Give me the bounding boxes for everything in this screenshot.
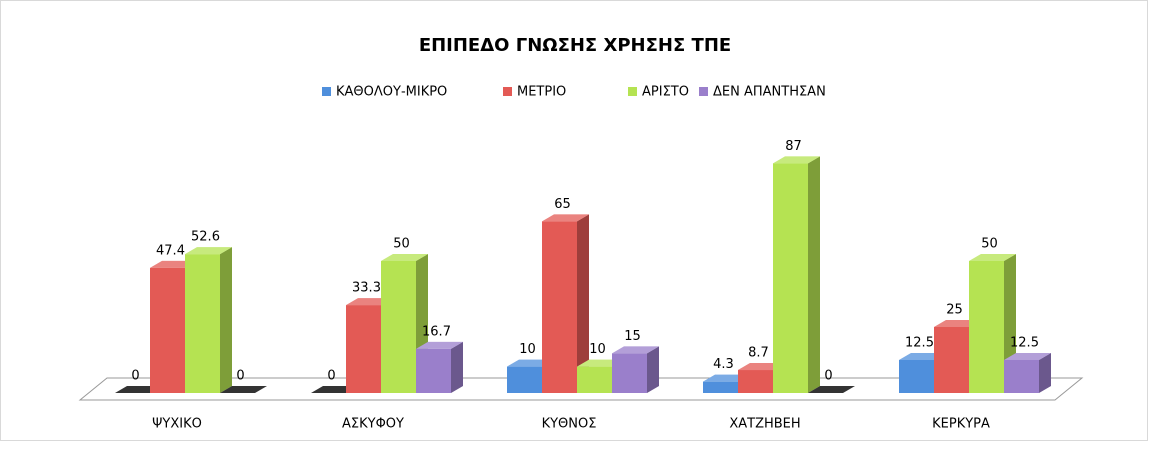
bar-face (150, 267, 185, 393)
data-label: 0 (824, 369, 832, 384)
bar-face (381, 254, 428, 261)
bar-face (542, 214, 589, 222)
data-label: 33.3 (352, 281, 381, 296)
bar-face (612, 353, 647, 393)
bar-face (381, 254, 428, 261)
bar (220, 386, 267, 393)
bar-face (969, 261, 1004, 393)
bar-face (185, 247, 232, 255)
data-label: 52.6 (191, 230, 220, 245)
data-label: 87 (785, 139, 802, 154)
x-tick-label: ΚΥΘΝΟΣ (542, 417, 597, 432)
bar-face (808, 386, 855, 393)
data-label: 65 (554, 197, 571, 212)
bar-face (346, 305, 381, 393)
bar-face (773, 156, 820, 164)
bar-face (185, 254, 220, 393)
data-label: 10 (589, 342, 606, 357)
bar-face (220, 386, 267, 393)
bar-face (738, 370, 773, 393)
bar (808, 386, 855, 393)
x-tick-label: ΑΣΚΥΦΟΥ (342, 417, 404, 432)
bar-face (934, 327, 969, 393)
data-label: 15 (624, 329, 641, 344)
bar-face (773, 163, 808, 393)
legend-swatch (628, 87, 637, 96)
data-label: 47.4 (156, 243, 185, 258)
bar-face (577, 214, 589, 393)
bar-face (542, 221, 577, 393)
bar-face (577, 214, 589, 393)
bar-face (1004, 353, 1051, 360)
bar-face (647, 346, 659, 393)
x-tick-label: ΚΕΡΚΥΡΑ (932, 417, 990, 432)
bar-face (1039, 353, 1051, 393)
bar-face (899, 360, 934, 393)
bar-face (703, 381, 738, 393)
data-label: 0 (327, 369, 335, 384)
bar-face (773, 156, 820, 164)
legend-label: ΑΡΙΣΤΟ (642, 85, 689, 100)
x-tick-label: ΨΥΧΙΚΟ (152, 417, 202, 432)
bar-face (381, 261, 416, 393)
data-label: 0 (131, 369, 139, 384)
bar-face (969, 254, 1016, 261)
bar (773, 156, 820, 393)
legend-label: ΔΕΝ ΑΠΑΝΤΗΣΑΝ (713, 85, 826, 100)
data-label: 50 (393, 237, 410, 252)
bar-face (416, 341, 463, 349)
bar-face (612, 346, 659, 354)
data-label: 8.7 (748, 346, 769, 361)
bar (542, 214, 589, 393)
bar-face (507, 366, 542, 393)
bar-face (1004, 353, 1051, 360)
bar-face (220, 247, 232, 393)
bar-face (1039, 353, 1051, 393)
data-label: 12.5 (905, 336, 934, 351)
bar-face (647, 346, 659, 393)
bar-face (416, 341, 463, 349)
bar-face (451, 341, 463, 393)
legend-label: ΜΕΤΡΙΟ (517, 85, 566, 100)
bar-face (451, 341, 463, 393)
bar-face (577, 366, 612, 393)
bar-face (220, 247, 232, 393)
data-label: 0 (236, 369, 244, 384)
x-tick-label: ΧΑΤΖΗΒΕΗ (729, 417, 800, 432)
bar (1004, 353, 1051, 393)
bar-face (969, 254, 1016, 261)
bar (416, 341, 463, 393)
data-label: 4.3 (713, 357, 734, 372)
data-label: 25 (946, 303, 963, 318)
bar-face (808, 156, 820, 393)
bar-face (185, 247, 232, 255)
bar (612, 346, 659, 393)
data-label: 16.7 (422, 324, 451, 339)
legend-swatch (322, 87, 331, 96)
data-label: 50 (981, 237, 998, 252)
legend-swatch (503, 87, 512, 96)
data-label: 12.5 (1010, 336, 1039, 351)
legend-swatch (699, 87, 708, 96)
bar-face (542, 214, 589, 222)
data-label: 10 (519, 342, 536, 357)
bar (185, 247, 232, 393)
bar-face (808, 156, 820, 393)
bar-face (416, 348, 451, 393)
bar-face (1004, 360, 1039, 393)
legend-label: ΚΑΘΟΛΟΥ-ΜΙΚΡΟ (336, 85, 447, 100)
chart-title: ΕΠΙΠΕΔΟ ΓΝΩΣΗΣ ΧΡΗΣΗΣ ΤΠΕ (419, 35, 731, 56)
bar-face (612, 346, 659, 354)
